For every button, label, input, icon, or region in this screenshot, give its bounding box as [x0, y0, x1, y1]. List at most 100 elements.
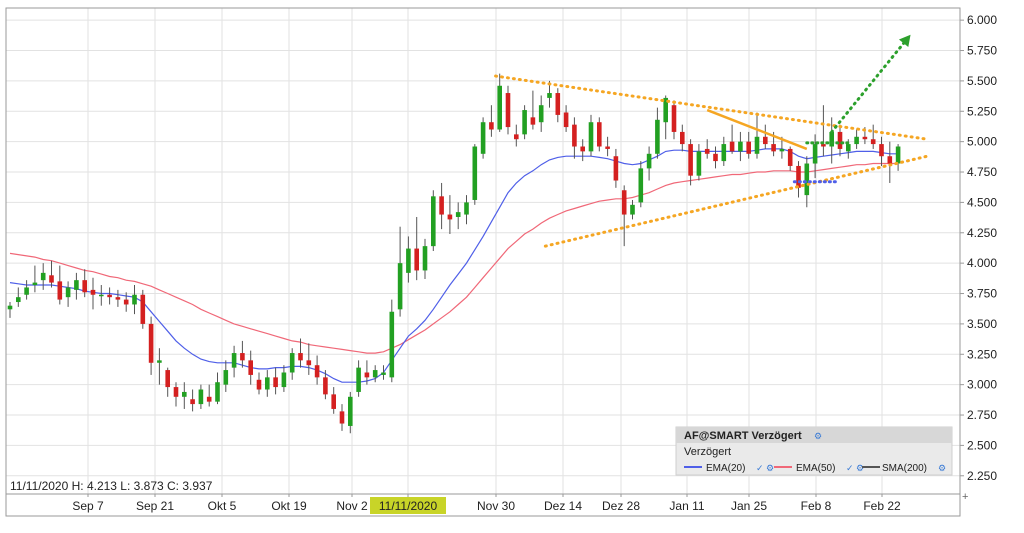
x-tick-label: Nov 30	[477, 499, 515, 513]
candle-up	[663, 97, 668, 123]
candle-down	[206, 396, 212, 402]
candle-up	[738, 141, 743, 152]
legend-box[interactable]: AF@SMART Verzögert ⚙ Verzögert EMA(20) ✓…	[675, 426, 953, 476]
candle-down	[173, 387, 179, 397]
candle-down	[256, 379, 262, 390]
legend-ema50-toggle-icon[interactable]: ✓ ⚙	[846, 463, 864, 473]
candle-up	[804, 163, 810, 196]
candle-up	[455, 212, 461, 217]
candle-down	[107, 294, 112, 298]
legend-subtitle: Verzögert	[684, 446, 731, 458]
candle-up	[431, 196, 436, 247]
candle-up	[40, 272, 46, 281]
candle-down	[82, 280, 87, 293]
y-tick-label: 2.250	[967, 469, 997, 483]
resistance-line	[706, 108, 808, 151]
triangle-upper-line	[494, 74, 929, 141]
candle-up	[522, 110, 527, 135]
candle-up	[646, 153, 652, 169]
candle-down	[165, 370, 170, 388]
candle-up	[74, 280, 79, 290]
candle-up	[547, 93, 552, 98]
candle-up	[231, 353, 237, 368]
candle-down	[314, 365, 320, 378]
candle-up	[157, 360, 162, 363]
candle-up	[348, 396, 353, 426]
y-axis-ticks: 6.000 5.750 5.500 5.250 5.000 4.750 4.500 4.250…	[960, 13, 997, 483]
candle-up	[422, 246, 428, 271]
candle-down	[821, 144, 826, 147]
candle-up	[32, 282, 38, 286]
candlesticks	[7, 73, 901, 434]
candle-up	[854, 136, 859, 145]
y-tick-label: 5.500	[967, 74, 997, 88]
legend-sma200-toggle-icon[interactable]: ⚙	[938, 463, 946, 473]
candle-down	[746, 141, 751, 154]
candle-down	[414, 248, 419, 271]
y-tick-label: 4.000	[967, 256, 997, 270]
candle-down	[555, 93, 561, 115]
y-tick-label: 3.250	[967, 347, 997, 361]
candle-down	[90, 289, 96, 295]
candle-up	[132, 294, 137, 305]
candle-down	[671, 105, 677, 132]
ema20-line	[9, 148, 899, 383]
candle-down	[688, 144, 693, 176]
candle-down	[837, 131, 843, 149]
grid	[6, 8, 960, 494]
candle-up	[265, 377, 270, 390]
x-tick-label: 11/11/2020	[379, 499, 438, 513]
x-tick-label: Sep 7	[72, 499, 104, 513]
candle-down	[273, 377, 278, 388]
candle-down	[597, 122, 602, 147]
candle-down	[439, 196, 444, 215]
candle-up	[182, 391, 187, 397]
y-tick-label: 4.500	[967, 195, 997, 209]
legend-sma200-label: SMA(200)	[882, 463, 927, 474]
y-tick-label: 5.000	[967, 135, 997, 149]
candle-up	[754, 136, 760, 154]
candle-down	[447, 214, 453, 220]
candle-down	[887, 156, 893, 164]
candle-up	[696, 151, 702, 176]
candle-up	[588, 122, 594, 152]
candle-up	[538, 105, 544, 123]
y-tick-label: 2.500	[967, 438, 997, 452]
legend-ema20-toggle-icon[interactable]: ✓ ⚙	[756, 463, 774, 473]
candle-up	[630, 204, 635, 215]
breakout-arrow-head	[898, 34, 911, 48]
moving-averages	[9, 148, 899, 383]
candle-up	[289, 353, 295, 373]
breakout-arrow-line	[830, 33, 913, 134]
candle-down	[240, 353, 245, 361]
y-tick-label: 3.750	[967, 287, 997, 301]
candle-down	[148, 323, 154, 363]
candle-down	[323, 377, 328, 395]
candle-down	[796, 165, 801, 188]
ohlc-info-text: 11/11/2020 H: 4.213 L: 3.873 C: 3.937	[10, 479, 213, 493]
candle-up	[65, 287, 71, 298]
candle-up	[655, 119, 660, 154]
candle-down	[713, 153, 718, 162]
candle-up	[16, 297, 21, 303]
candle-up	[779, 148, 785, 152]
y-tick-label: 5.250	[967, 104, 997, 118]
x-axis-plus-icon[interactable]: +	[962, 491, 968, 503]
candle-down	[364, 372, 370, 378]
legend-ema20-label: EMA(20)	[706, 463, 745, 474]
candle-up	[381, 372, 386, 375]
x-tick-label: Feb 8	[801, 499, 832, 513]
legend-title: AF@SMART Verzögert	[684, 430, 802, 442]
candle-down	[704, 148, 710, 154]
candle-down	[680, 131, 685, 145]
candle-up	[281, 372, 287, 388]
legend-settings-icon[interactable]: ⚙	[814, 431, 822, 441]
y-tick-label: 3.000	[967, 378, 997, 392]
x-tick-label: Okt 5	[208, 499, 237, 513]
candle-down	[57, 281, 63, 300]
x-tick-label: Okt 19	[271, 499, 307, 513]
candle-up	[7, 305, 13, 310]
candle-up	[829, 131, 834, 147]
